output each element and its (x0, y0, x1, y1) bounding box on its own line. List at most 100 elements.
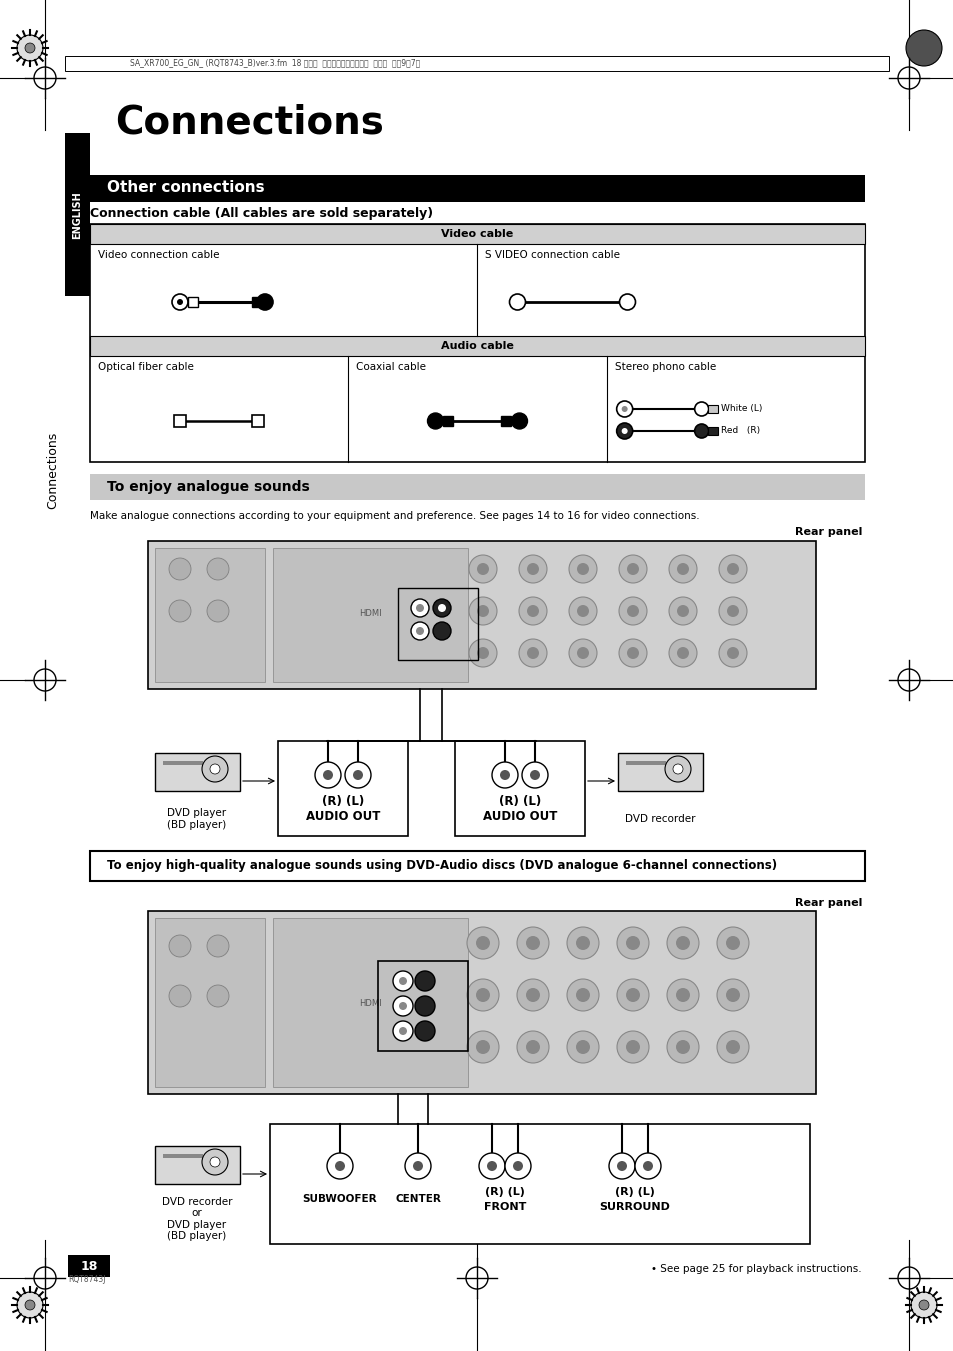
Text: White (L): White (L) (720, 404, 761, 413)
Text: DVD recorder
or
DVD player
(BD player): DVD recorder or DVD player (BD player) (162, 1197, 232, 1242)
Text: 18: 18 (80, 1259, 97, 1273)
Circle shape (566, 979, 598, 1011)
Bar (252, 297, 262, 307)
Circle shape (504, 1152, 531, 1179)
Circle shape (719, 555, 746, 584)
Bar (273, 549, 468, 682)
Circle shape (177, 299, 183, 305)
Circle shape (314, 762, 340, 788)
Bar (154, 1146, 240, 1183)
Circle shape (676, 988, 689, 1002)
Text: Rear panel: Rear panel (794, 527, 862, 536)
Circle shape (393, 1021, 413, 1042)
Bar (455, 740, 584, 836)
Bar (174, 415, 186, 427)
Bar (188, 297, 198, 307)
Bar (154, 549, 265, 682)
Circle shape (433, 621, 451, 640)
Circle shape (717, 927, 748, 959)
Circle shape (618, 295, 635, 309)
Bar (618, 753, 702, 790)
Bar (154, 753, 240, 790)
Circle shape (642, 1161, 652, 1171)
Circle shape (25, 43, 35, 53)
Circle shape (626, 563, 639, 576)
Text: SA_XR700_EG_GN_ (RQT8743_B)ver.3.fm  18 ページ  ２００６年８月３１日  木曜日  午前9晎7分: SA_XR700_EG_GN_ (RQT8743_B)ver.3.fm 18 ペ… (130, 58, 420, 68)
Circle shape (476, 605, 489, 617)
Circle shape (478, 1152, 504, 1179)
Circle shape (17, 35, 43, 61)
Circle shape (625, 936, 639, 950)
Circle shape (476, 988, 490, 1002)
Text: CENTER: CENTER (395, 1194, 440, 1204)
Circle shape (626, 605, 639, 617)
Text: FRONT: FRONT (483, 1202, 526, 1212)
Text: Connection cable (All cables are sold separately): Connection cable (All cables are sold se… (90, 207, 433, 219)
Bar (154, 917, 265, 1088)
Bar (163, 1154, 203, 1158)
Circle shape (635, 1152, 660, 1179)
Circle shape (626, 647, 639, 659)
Circle shape (618, 639, 646, 667)
Circle shape (717, 979, 748, 1011)
Circle shape (668, 555, 697, 584)
Circle shape (513, 1161, 522, 1171)
Circle shape (719, 639, 746, 667)
Circle shape (169, 600, 191, 621)
Circle shape (415, 1021, 435, 1042)
Circle shape (467, 979, 498, 1011)
Circle shape (668, 597, 697, 626)
Bar (65, 55, 888, 72)
Circle shape (677, 647, 688, 659)
Circle shape (323, 770, 333, 780)
Bar (273, 917, 468, 1088)
Circle shape (509, 295, 525, 309)
Circle shape (725, 1040, 740, 1054)
Circle shape (694, 424, 708, 438)
Circle shape (476, 1040, 490, 1054)
Bar (148, 540, 815, 689)
Text: Connections: Connections (115, 103, 383, 141)
Circle shape (672, 765, 682, 774)
Circle shape (415, 971, 435, 992)
Circle shape (617, 979, 648, 1011)
Circle shape (664, 757, 690, 782)
Circle shape (719, 597, 746, 626)
Circle shape (518, 639, 546, 667)
Text: To enjoy high-quality analogue sounds using DVD-Audio discs (DVD analogue 6-chan: To enjoy high-quality analogue sounds us… (107, 859, 777, 873)
Bar (397, 588, 477, 661)
Text: (R) (L): (R) (L) (498, 794, 540, 808)
Circle shape (467, 927, 498, 959)
Circle shape (530, 770, 539, 780)
Circle shape (469, 639, 497, 667)
Circle shape (521, 762, 547, 788)
Text: Video cable: Video cable (441, 230, 513, 239)
Bar (65, 132, 90, 296)
Bar (90, 224, 864, 245)
Circle shape (492, 762, 517, 788)
Circle shape (202, 757, 228, 782)
Circle shape (525, 1040, 539, 1054)
Circle shape (413, 1161, 422, 1171)
Circle shape (617, 927, 648, 959)
Text: ENGLISH: ENGLISH (71, 190, 82, 239)
Circle shape (694, 403, 708, 416)
Circle shape (918, 1300, 928, 1310)
Text: S VIDEO connection cable: S VIDEO connection cable (485, 250, 619, 259)
Circle shape (210, 1156, 220, 1167)
Bar (90, 224, 864, 462)
Circle shape (525, 988, 539, 1002)
Circle shape (577, 563, 588, 576)
Text: Other connections: Other connections (107, 181, 264, 196)
Bar (707, 427, 717, 435)
Circle shape (207, 985, 229, 1006)
Circle shape (427, 413, 443, 430)
Bar (277, 740, 408, 836)
Text: (R) (L): (R) (L) (615, 1188, 655, 1197)
Circle shape (725, 988, 740, 1002)
Circle shape (726, 605, 739, 617)
Circle shape (517, 979, 548, 1011)
Circle shape (169, 935, 191, 957)
Text: DVD recorder: DVD recorder (624, 815, 695, 824)
Circle shape (415, 996, 435, 1016)
